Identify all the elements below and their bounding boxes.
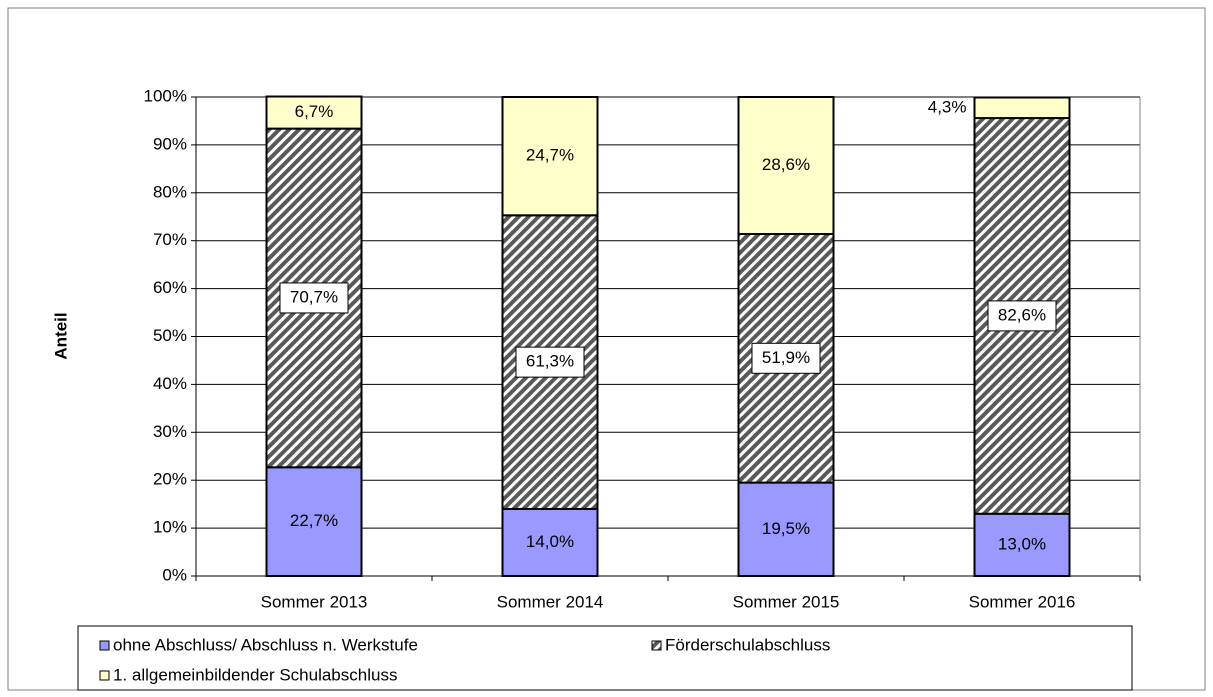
y-tick-label: 60% [153,278,187,297]
value-label: 22,7% [290,511,338,530]
y-tick-label: 100% [144,86,187,105]
legend-label: Förderschulabschluss [665,635,830,654]
bar-segment [501,96,599,217]
value-label: 4,3% [928,97,967,116]
legend-swatch [651,640,662,651]
x-tick-label: Sommer 2015 [733,592,840,611]
value-label-box [987,300,1057,332]
value-label: 70,7% [290,287,338,306]
value-label: 51,9% [762,348,810,367]
value-label: 13,0% [998,534,1046,553]
legend-box [77,625,1133,691]
y-axis-title: Anteil [51,312,70,359]
legend-label: 1. allgemeinbildender Schulabschluss [113,665,397,684]
bar-segment [501,507,599,577]
x-tick-label: Sommer 2016 [969,592,1076,611]
y-tick-label: 90% [153,134,187,153]
value-label: 24,7% [526,146,574,165]
bar-segment [973,512,1071,577]
y-tick-label: 70% [153,230,187,249]
value-label: 82,6% [998,305,1046,324]
bar-segment [265,95,363,130]
value-label: 6,7% [295,102,334,121]
value-label: 28,6% [762,155,810,174]
value-label: 19,5% [762,519,810,538]
value-label-box [751,342,821,374]
legend-swatch [99,640,110,651]
y-tick-label: 30% [153,422,187,441]
y-tick-label: 0% [162,565,187,584]
y-tick-label: 20% [153,470,187,489]
y-tick-label: 50% [153,326,187,345]
bar-segment [737,96,835,235]
value-label: 61,3% [526,352,574,371]
value-label: 14,0% [526,532,574,551]
y-tick-label: 10% [153,518,187,537]
value-label-box [515,346,585,378]
y-tick-label: 80% [153,182,187,201]
value-label-box [279,282,349,314]
y-tick-label: 40% [153,374,187,393]
legend-label: ohne Abschluss/ Abschluss n. Werkstufe [113,635,418,654]
bar-segment [737,481,835,577]
bar-segment [265,466,363,577]
x-tick-label: Sommer 2013 [261,592,368,611]
x-tick-label: Sommer 2014 [497,592,604,611]
legend-swatch [99,670,110,681]
bar-segment [973,96,1071,120]
